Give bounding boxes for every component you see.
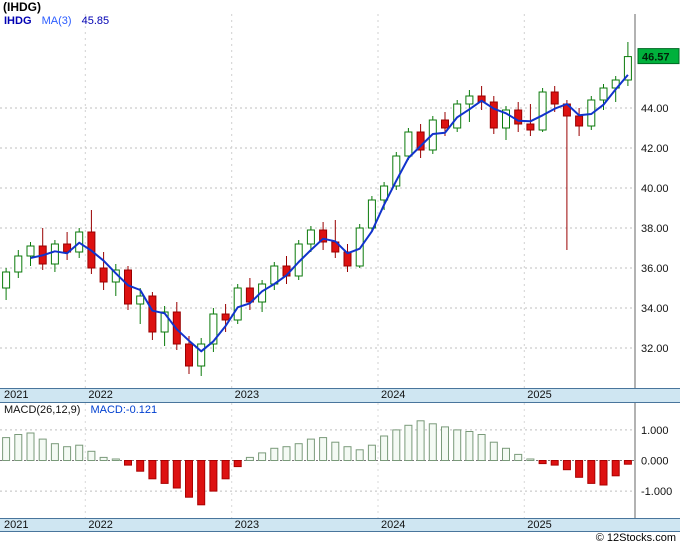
svg-text:38.00: 38.00 <box>641 223 669 235</box>
year-label: 2024 <box>380 519 406 531</box>
macd-chart-svg: 1.000 0.000 -1.000 <box>0 403 672 518</box>
year-label: 2021 <box>4 389 29 401</box>
macd-legend: MACD(26,12,9) MACD:-0.121 <box>4 404 164 416</box>
year-label: 2023 <box>234 389 260 401</box>
svg-text:44.00: 44.00 <box>641 103 669 115</box>
year-label: 2022 <box>88 519 113 531</box>
year-label: 2024 <box>380 389 406 401</box>
svg-text:34.00: 34.00 <box>641 303 669 315</box>
svg-text:0.000: 0.000 <box>641 456 669 468</box>
macd-params-label: MACD(26,12,9) <box>4 404 81 416</box>
year-label: 2025 <box>527 519 552 531</box>
macd-value-label: MACD:-0.121 <box>90 404 158 416</box>
price-chart-svg: 44.00 42.00 40.00 38.00 36.00 34.00 32.00 46.57 <box>0 14 680 388</box>
svg-text:32.00: 32.00 <box>641 343 669 355</box>
svg-text:46.57: 46.57 <box>642 52 670 64</box>
x-axis-band-price: 2021 2022 2023 2024 2025 <box>0 388 680 403</box>
macd-panel: MACD(26,12,9) MACD:-0.121 1.000 0.000 -1.0… <box>0 403 680 518</box>
chart-title: (IHDG) <box>0 0 680 14</box>
price-legend: IHDG MA(3) 45.85 <box>4 15 116 27</box>
svg-text:42.00: 42.00 <box>641 143 669 155</box>
year-label: 2021 <box>4 519 29 531</box>
year-label: 2023 <box>234 519 260 531</box>
svg-text:36.00: 36.00 <box>641 263 669 275</box>
price-panel: IHDG MA(3) 45.85 44.00 42.00 40.00 38.00 36.… <box>0 14 680 388</box>
year-label: 2022 <box>88 389 113 401</box>
footer: © 12Stocks.com <box>0 532 680 546</box>
ma-label: MA(3) <box>41 15 72 27</box>
credit-text: © 12Stocks.com <box>595 532 676 544</box>
svg-text:40.00: 40.00 <box>641 183 669 195</box>
year-label: 2025 <box>527 389 552 401</box>
svg-text:-1.000: -1.000 <box>641 486 672 498</box>
ma-value: 45.85 <box>81 15 110 27</box>
x-axis-band-macd: 2021 2022 2023 2024 2025 <box>0 518 680 532</box>
ticker-symbol: IHDG <box>4 15 32 27</box>
svg-text:1.000: 1.000 <box>641 425 669 437</box>
